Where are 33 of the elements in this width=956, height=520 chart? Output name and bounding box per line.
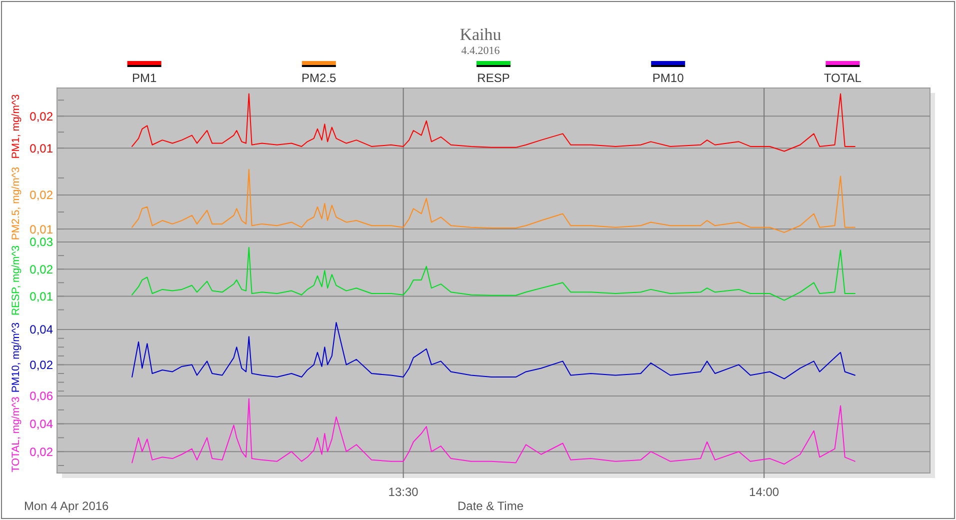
line-series: [132, 322, 856, 380]
chart-subtitle: 4.4.2016: [461, 45, 500, 57]
y-axis-title: TOTAL, mg/m^3: [10, 396, 22, 472]
line-series: [132, 398, 856, 465]
chart-title: Kaihu: [460, 25, 502, 44]
legend-label: PM1: [132, 71, 157, 85]
y-tick-label: 0,02: [30, 109, 54, 124]
y-axis-title: PM2.5, mg/m^3: [10, 166, 22, 240]
y-tick-label: 0,02: [30, 262, 54, 276]
y-tick-label: 0,04: [30, 417, 54, 431]
y-tick-label: 0,03: [30, 235, 54, 250]
y-tick-label: 0,01: [30, 222, 54, 236]
y-tick-label: 0,01: [30, 289, 54, 304]
x-tick-label: 14:00: [749, 485, 780, 499]
y-tick-label: 0,04: [30, 322, 54, 337]
line-series: [132, 246, 856, 301]
y-axis-title: RESP, mg/m^3: [10, 245, 22, 316]
line-series: [132, 168, 856, 233]
legend-label: RESP: [477, 71, 510, 85]
y-tick-label: 0,06: [30, 389, 54, 404]
y-tick-label: 0,02: [30, 188, 54, 202]
y-tick-label: 0,02: [30, 358, 54, 372]
x-axis-title: Date & Time: [457, 499, 524, 513]
text: Mon 4 Apr 2016: [24, 499, 110, 513]
legend-label: PM2.5: [302, 71, 337, 85]
legend-label: TOTAL: [824, 71, 862, 85]
y-tick-label: 0,01: [30, 141, 54, 156]
y-axis-title: PM10, mg/m^3: [10, 322, 22, 393]
y-axis-title: PM1, mg/m^3: [10, 94, 22, 159]
x-tick-label: 13:30: [388, 485, 419, 499]
legend-label: PM10: [652, 71, 684, 85]
y-tick-label: 0,02: [30, 444, 54, 459]
line-series: [132, 93, 856, 152]
